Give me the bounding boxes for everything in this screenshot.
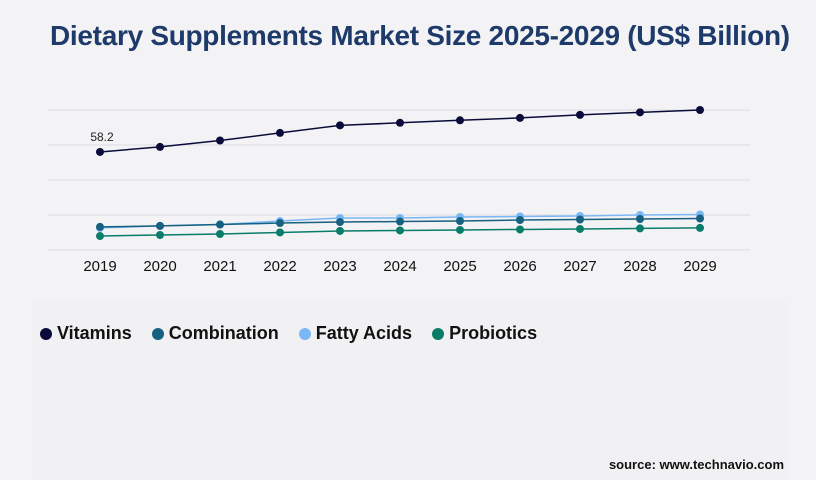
data-point bbox=[336, 218, 344, 227]
data-point bbox=[456, 217, 464, 226]
x-tick-label: 2023 bbox=[323, 258, 356, 275]
data-point bbox=[696, 223, 704, 232]
x-tick-label: 2027 bbox=[563, 258, 596, 275]
data-point bbox=[636, 224, 644, 233]
data-point bbox=[456, 225, 464, 234]
data-point bbox=[336, 121, 344, 130]
chart-title: Dietary Supplements Market Size 2025-202… bbox=[50, 20, 790, 51]
data-point bbox=[396, 226, 404, 235]
legend-marker-icon bbox=[298, 327, 311, 340]
data-point bbox=[396, 217, 404, 226]
x-tick-label: 2021 bbox=[203, 258, 236, 275]
x-tick-label: 2025 bbox=[443, 258, 476, 275]
data-point bbox=[216, 220, 224, 229]
x-tick-label: 2020 bbox=[143, 258, 176, 275]
data-point bbox=[396, 118, 404, 127]
x-tick-label: 2028 bbox=[623, 258, 656, 275]
data-point bbox=[576, 110, 584, 119]
legend-item-vitamins[interactable]: Vitamins bbox=[40, 323, 132, 344]
legend: Vitamins Combination Fatty Acids Probiot… bbox=[40, 323, 537, 344]
x-tick-label: 2019 bbox=[83, 258, 116, 275]
legend-item-fatty-acids[interactable]: Fatty Acids bbox=[298, 323, 413, 344]
legend-item-probiotics[interactable]: Probiotics bbox=[432, 323, 537, 344]
data-point bbox=[216, 229, 224, 238]
data-point bbox=[696, 214, 704, 223]
data-point bbox=[156, 142, 164, 151]
x-tick-label: 2024 bbox=[383, 258, 416, 275]
data-point bbox=[456, 116, 464, 125]
data-point bbox=[576, 215, 584, 224]
data-point bbox=[516, 216, 524, 225]
data-point bbox=[276, 219, 284, 228]
legend-label: Probiotics bbox=[449, 323, 538, 343]
legend-label: Fatty Acids bbox=[315, 323, 413, 343]
source-note: source: www.technavio.com bbox=[608, 457, 784, 472]
data-point bbox=[516, 113, 524, 122]
data-point bbox=[636, 108, 644, 117]
legend-label: Combination bbox=[168, 323, 279, 343]
series-line-vitamins bbox=[99, 109, 701, 153]
legend-item-combination[interactable]: Combination bbox=[151, 323, 279, 344]
data-point bbox=[276, 228, 284, 237]
data-point bbox=[156, 221, 164, 230]
data-point bbox=[576, 224, 584, 233]
x-tick-label: 2026 bbox=[503, 258, 536, 275]
data-point bbox=[516, 225, 524, 234]
data-point bbox=[696, 106, 704, 114]
line-chart: 2019 2020 2021 2022 2023 2024 2025 2026 2027 2028… bbox=[48, 106, 750, 275]
data-label: 58.2 bbox=[90, 130, 114, 144]
legend-marker-icon bbox=[151, 327, 164, 340]
data-point bbox=[96, 147, 104, 156]
legend-marker-icon bbox=[40, 327, 52, 340]
data-point bbox=[336, 226, 344, 235]
x-tick-label: 2029 bbox=[683, 258, 716, 275]
legend-label: Vitamins bbox=[57, 323, 132, 343]
data-point bbox=[156, 231, 164, 240]
data-point bbox=[96, 232, 104, 241]
data-point bbox=[636, 215, 644, 224]
data-point bbox=[216, 136, 224, 145]
data-point bbox=[276, 128, 284, 137]
data-point bbox=[96, 222, 104, 231]
x-tick-label: 2022 bbox=[263, 258, 296, 275]
legend-marker-icon bbox=[432, 327, 445, 340]
